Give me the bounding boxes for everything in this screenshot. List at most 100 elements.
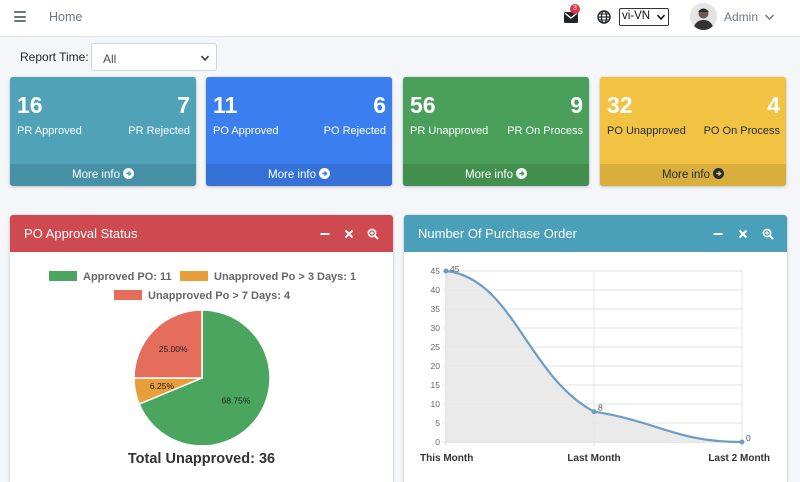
po-on-process-label: PO On Process xyxy=(703,125,780,137)
chevron-down-icon xyxy=(201,55,209,61)
more-info-label: More info xyxy=(465,169,513,181)
zoom-in-icon[interactable] xyxy=(762,228,774,240)
menu-toggle-icon[interactable] xyxy=(14,11,26,22)
user-avatar[interactable] xyxy=(690,3,717,30)
message-count-badge: 3 xyxy=(570,4,580,14)
legend-label: Approved PO: 11 xyxy=(83,271,172,283)
pie-slice-label: 25.00% xyxy=(159,344,188,354)
po-status-card: 11 6 PO Approved PO Rejected More info xyxy=(206,77,392,186)
user-photo-icon xyxy=(690,3,717,30)
more-info-link[interactable]: More info xyxy=(403,164,589,186)
y-tick-label: 15 xyxy=(431,380,441,390)
report-time-label: Report Time: xyxy=(20,50,89,64)
pr-approved-count: 16 xyxy=(17,92,43,118)
po-rejected-count: 6 xyxy=(373,92,386,118)
pr-approved-label: PR Approved xyxy=(17,125,82,137)
legend-item-approved: Approved PO: 11 xyxy=(49,271,172,283)
purchase-order-panel: Number Of Purchase Order 0 5 10 15 20 25 30 35 4… xyxy=(404,215,787,482)
series-line xyxy=(445,269,743,444)
pr-status-card: 16 7 PR Approved PR Rejected More info xyxy=(10,77,196,186)
pr-on-process-count: 9 xyxy=(570,92,583,118)
minimize-icon[interactable] xyxy=(319,228,331,240)
more-info-link[interactable]: More info xyxy=(10,164,196,186)
arrow-circle-right-icon xyxy=(122,168,134,179)
legend-swatch xyxy=(180,271,208,281)
legend-item-3days: Unapproved Po > 3 Days: 1 xyxy=(180,271,356,283)
panel-title: PO Approval Status xyxy=(24,226,138,241)
y-tick-label: 10 xyxy=(431,399,441,409)
pr-rejected-count: 7 xyxy=(177,92,190,118)
arrow-circle-right-icon xyxy=(712,168,724,179)
panel-header: Number Of Purchase Order xyxy=(404,215,787,252)
pr-process-card: 56 9 PR Unapproved PR On Process More in… xyxy=(403,77,589,186)
arrow-circle-right-icon xyxy=(318,168,330,179)
data-point xyxy=(739,439,745,445)
nav-home-link[interactable]: Home xyxy=(49,10,83,24)
chevron-down-icon[interactable] xyxy=(765,14,774,20)
po-approval-panel: PO Approval Status Approved PO: 11 Unapp… xyxy=(10,215,393,482)
y-tick-label: 45 xyxy=(431,266,441,276)
y-tick-label: 0 xyxy=(435,437,440,447)
pie-slice-label: 6.25% xyxy=(150,381,175,391)
globe-icon xyxy=(597,10,611,24)
x-tick-label: This Month xyxy=(420,453,473,464)
chevron-down-icon xyxy=(657,14,665,20)
po-rejected-label: PO Rejected xyxy=(323,125,386,137)
minimize-icon[interactable] xyxy=(712,228,724,240)
po-approved-count: 11 xyxy=(213,92,238,118)
more-info-label: More info xyxy=(662,169,710,181)
zoom-in-icon[interactable] xyxy=(367,228,379,240)
arrow-circle-right-icon xyxy=(515,168,527,179)
y-tick-label: 20 xyxy=(431,361,441,371)
report-time-value: All xyxy=(103,52,117,66)
po-approval-pie-chart: 68.75% 6.25% 25.00% xyxy=(133,309,271,445)
data-label: 8 xyxy=(598,403,603,413)
purchase-order-line-chart: 0 5 10 15 20 25 30 35 40 45 45 8 0 This Month Last Mon… xyxy=(420,264,770,464)
legend-label: Unapproved Po > 3 Days: 1 xyxy=(214,271,357,283)
y-tick-label: 35 xyxy=(431,304,441,314)
po-approved-label: PO Approved xyxy=(213,125,279,137)
pie-slice xyxy=(133,309,203,379)
legend-swatch xyxy=(49,271,77,281)
pr-unapproved-label: PR Unapproved xyxy=(410,125,489,137)
close-icon[interactable] xyxy=(343,228,355,240)
more-info-link[interactable]: More info xyxy=(206,164,392,186)
data-point xyxy=(591,409,597,415)
legend-swatch xyxy=(114,290,142,300)
pr-unapproved-count: 56 xyxy=(410,92,436,118)
more-info-label: More info xyxy=(268,169,316,181)
total-unapproved: Total Unapproved: 36 xyxy=(127,451,276,467)
y-tick-label: 5 xyxy=(435,418,440,428)
user-name[interactable]: Admin xyxy=(724,10,759,24)
report-time-select[interactable]: All xyxy=(91,43,217,71)
top-navbar: Home 3 vi-VN Admin xyxy=(0,0,800,37)
data-label: 45 xyxy=(450,264,460,274)
more-info-label: More info xyxy=(72,169,120,181)
y-tick-label: 30 xyxy=(431,323,441,333)
po-unapproved-count: 32 xyxy=(607,92,633,118)
pr-rejected-label: PR Rejected xyxy=(128,125,190,137)
po-unapproved-label: PO Unapproved xyxy=(607,125,686,137)
legend-item-7days: Unapproved Po > 7 Days: 4 xyxy=(114,290,290,302)
data-label: 0 xyxy=(746,433,751,443)
x-tick-label: Last Month xyxy=(567,453,620,464)
po-process-card: 32 4 PO Unapproved PO On Process More in… xyxy=(600,77,786,186)
legend-label: Unapproved Po > 7 Days: 4 xyxy=(148,290,291,302)
language-select[interactable]: vi-VN xyxy=(619,8,669,26)
area-fill xyxy=(446,271,742,442)
y-tick-label: 25 xyxy=(431,342,441,352)
language-value: vi-VN xyxy=(622,10,651,22)
po-on-process-count: 4 xyxy=(767,92,780,118)
data-point xyxy=(443,268,449,274)
panel-header: PO Approval Status xyxy=(10,215,393,252)
y-tick-label: 40 xyxy=(431,285,441,295)
more-info-link[interactable]: More info xyxy=(600,164,786,186)
pie-slice-label: 68.75% xyxy=(222,396,251,406)
envelope-icon xyxy=(564,12,578,23)
messages-button[interactable]: 3 xyxy=(564,4,584,28)
pie-slice xyxy=(138,309,271,445)
pr-on-process-label: PR On Process xyxy=(507,125,583,137)
close-icon[interactable] xyxy=(737,228,749,240)
panel-title: Number Of Purchase Order xyxy=(418,226,577,241)
x-tick-label: Last 2 Month xyxy=(708,453,770,464)
